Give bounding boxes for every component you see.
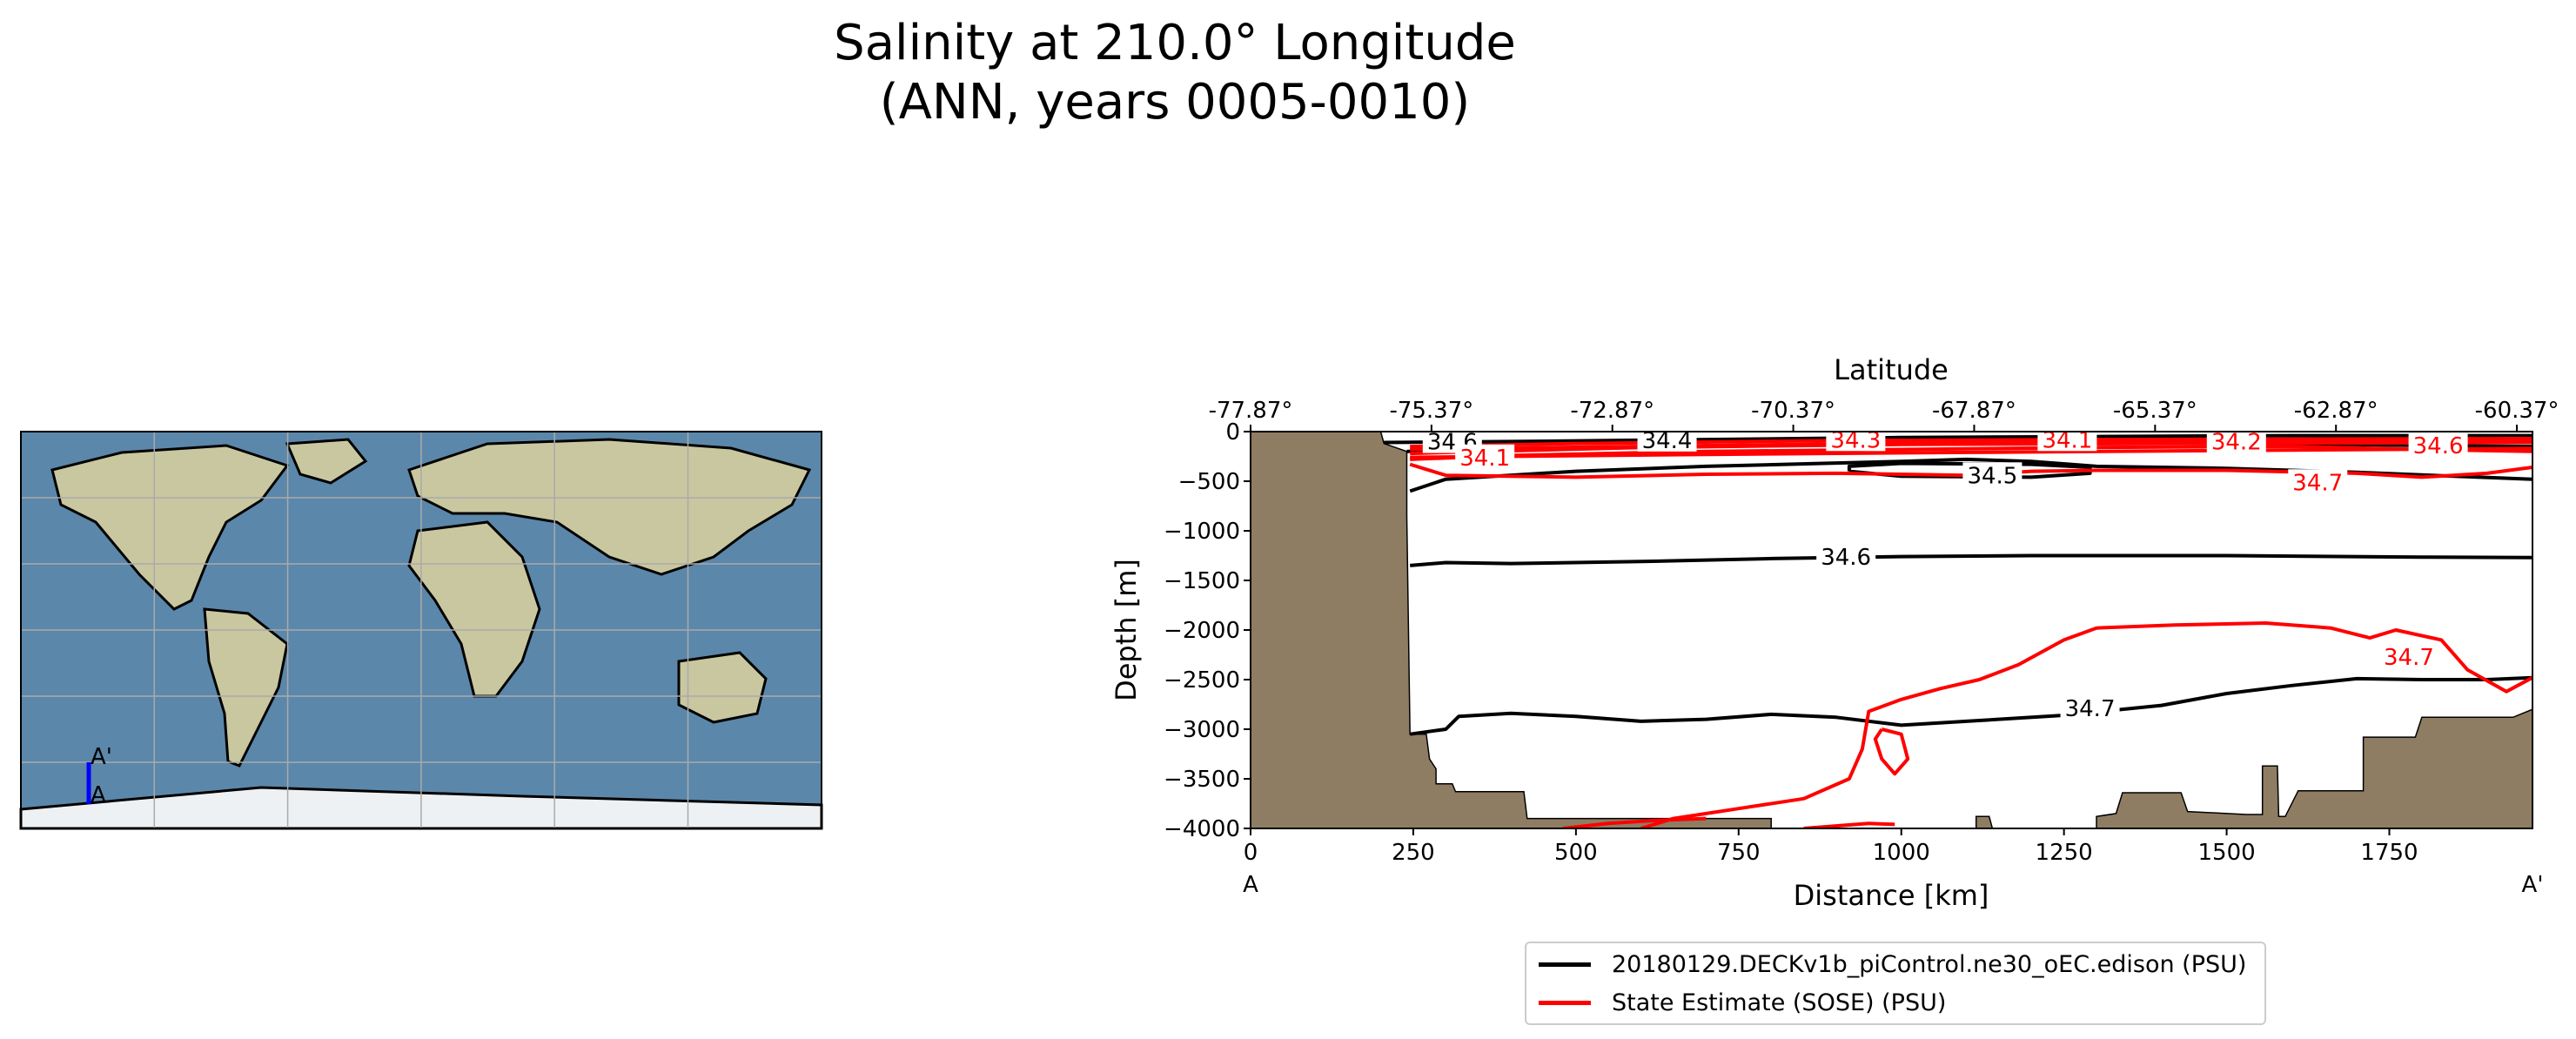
y-tick-label: −500 — [1178, 469, 1240, 495]
x-tick-label: 1000 — [1873, 840, 1930, 866]
contour-label: 34.7 — [2065, 696, 2116, 722]
map-point-start-label: A — [91, 782, 106, 808]
top-tick-label: -60.37° — [2475, 398, 2559, 424]
x-tick-label: 1250 — [2036, 840, 2093, 866]
contour-label-bg — [2408, 432, 2468, 458]
section-plot: 34.6 34.434.534.634.734.134.3 34.1 34.2 34.6… — [1110, 353, 2559, 912]
contour-label: 34.6 — [1821, 545, 1871, 571]
legend-label-model: 20180129.DECKv1b_piControl.ne30_oEC.edis… — [1612, 950, 2247, 978]
contour-line-sose — [1640, 621, 2532, 828]
contour-label: 34.2 — [2211, 430, 2262, 456]
legend-label-sose: State Estimate (SOSE) (PSU) — [1612, 989, 1947, 1016]
title-line-1: Salinity at 210.0° Longitude — [834, 15, 1516, 71]
top-tick-label: -65.37° — [2113, 398, 2197, 424]
contour-label-bg — [2037, 426, 2097, 452]
contour-line-sose — [1410, 446, 2532, 459]
world-map: A' A — [19, 431, 823, 830]
contour-label-bg — [2060, 695, 2120, 721]
contour-layer — [1384, 433, 2532, 828]
y-tick-label: −2500 — [1164, 667, 1240, 694]
australia-shape — [677, 651, 768, 724]
chart-title: Salinity at 210.0° Longitude (ANN, years… — [0, 14, 2350, 132]
x-tick-label: 1500 — [2197, 840, 2255, 866]
contour-line-model — [1410, 553, 2532, 567]
x-tick-label: 500 — [1554, 840, 1598, 866]
contour-label-bg — [2378, 643, 2438, 668]
legend-item-model: 20180129.DECKv1b_piControl.ne30_oEC.edis… — [1539, 947, 2246, 982]
x-tick-label: 0 — [1244, 840, 1258, 866]
section-start-label: A — [1243, 872, 1258, 898]
contour-label-bg — [2288, 469, 2348, 494]
y-tick-label: 0 — [1225, 419, 1240, 446]
contour-line-sose — [1562, 816, 1707, 828]
top-tick-label: -62.87° — [2294, 398, 2378, 424]
top-axis-label: Latitude — [1834, 353, 1949, 386]
legend-item-sose: State Estimate (SOSE) (PSU) — [1539, 985, 1946, 1020]
x-tick-label: 250 — [1392, 840, 1435, 866]
top-tick-label: -77.87° — [1209, 398, 1293, 424]
map-frame — [20, 431, 822, 829]
x-axis-ticks: 0 250 500 750 1000 1250 1500 1750 — [1244, 828, 2418, 866]
contour-label: 34.5 — [1967, 463, 2017, 489]
top-tick-label: -67.87° — [1932, 398, 2016, 424]
contour-line-model — [1409, 675, 2532, 736]
y-tick-label: −2000 — [1164, 618, 1240, 644]
europe-asia-shape — [407, 438, 812, 576]
contour-label-bg — [1816, 543, 1876, 568]
bathymetry-shape — [1251, 432, 2532, 828]
x-axis-label: Distance [km] — [1794, 879, 1989, 912]
south-america-shape — [203, 607, 289, 768]
contour-line-sose — [1803, 821, 1895, 828]
contour-line-model — [1384, 433, 2532, 445]
north-america-shape — [50, 444, 290, 611]
legend: 20180129.DECKv1b_piControl.ne30_oEC.edis… — [1525, 942, 2266, 1025]
title-line-2: (ANN, years 0005-0010) — [879, 74, 1471, 131]
y-tick-label: −3500 — [1164, 767, 1240, 793]
contour-label-bg — [1826, 426, 1886, 452]
contour-line-sose — [1873, 727, 1910, 776]
top-tick-label: -70.37° — [1751, 398, 1835, 424]
contour-line-sose — [1409, 462, 2532, 479]
y-axis-label: Depth [m] — [1110, 559, 1143, 701]
y-tick-label: −4000 — [1164, 816, 1240, 842]
contour-label: 34.7 — [2292, 470, 2343, 496]
contour-label: 34.6 — [2413, 433, 2464, 459]
greenland-shape — [285, 438, 368, 485]
section-end-label: A' — [2522, 872, 2544, 898]
top-axis-ticks: -77.87° -75.37° -72.87° -70.37° -67.87° -65.3… — [1209, 398, 2559, 432]
y-axis-ticks: 0 −500 −1000 −1500 −2000 −2500 −3000 −3500 −4000 — [1164, 419, 1251, 842]
x-tick-label: 1750 — [2360, 840, 2418, 866]
contour-label-bg — [1962, 462, 2023, 487]
y-tick-label: −1500 — [1164, 568, 1240, 594]
contour-label: 34.7 — [2384, 645, 2434, 671]
contour-line-sose — [1410, 439, 2532, 452]
legend-swatch-sose — [1539, 1000, 1591, 1005]
map-point-end-label: A' — [91, 744, 112, 770]
contour-label: 34.1 — [1459, 446, 1510, 472]
bathymetry-layer — [1251, 432, 2532, 828]
top-tick-label: -72.87° — [1570, 398, 1654, 424]
contour-labels: 34.6 34.434.534.634.734.134.3 34.1 34.2 34.6… — [1422, 426, 2468, 722]
map-grid — [21, 432, 822, 828]
y-tick-label: −1000 — [1164, 519, 1240, 545]
x-tick-label: 750 — [1717, 840, 1761, 866]
contour-label-bg — [1455, 444, 1515, 469]
legend-swatch-model — [1539, 962, 1591, 967]
top-tick-label: -75.37° — [1389, 398, 1473, 424]
y-tick-label: −3000 — [1164, 717, 1240, 743]
contour-label-bg — [2206, 428, 2266, 453]
